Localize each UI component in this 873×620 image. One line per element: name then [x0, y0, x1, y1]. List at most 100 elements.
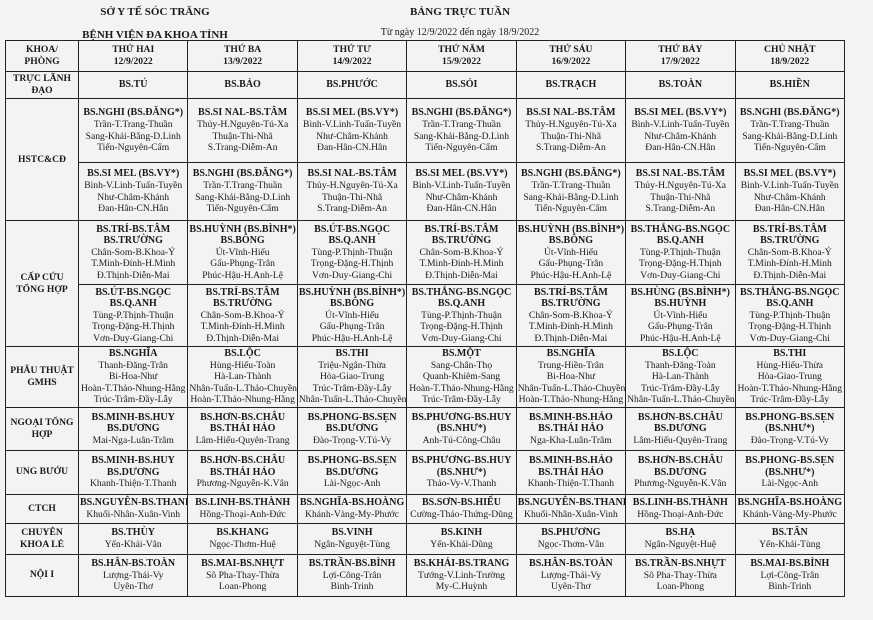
staff-on-duty: Út-Vĩnh-Hiếu: [215, 246, 270, 258]
doctor-on-duty: BS.TRƯỜNG: [212, 298, 273, 310]
doctor-on-duty: BS.Q.ANH: [437, 298, 486, 310]
table-row: UNG BƯỚU BS.MINH-BS.HUY BS.DƯƠNG Khanh-Thiệ…: [5, 449, 846, 495]
duty-cell: BS.THẮNG-BS.NGỌC BS.Q.ANH Tùng-P.Thịnh-Thu…: [406, 284, 517, 347]
doctor-on-duty: BS.TRƯỜNG: [541, 298, 601, 310]
day-date: 14/9/2022: [332, 56, 372, 67]
duty-cell: BS.SI MEL (BS.VY*) Bình-V.Linh-Tuấn-Tuyền…: [77, 162, 189, 221]
duty-cell: BS.MỘT Sang-Chân-Thọ Quanh-Khiêm-Sang Hoàn-…: [406, 346, 517, 408]
staff-on-duty: Bi-Hoa-Như: [109, 371, 158, 383]
doctor-on-duty: BS.SI MEL (BS.VY*): [415, 168, 508, 180]
staff-on-duty: Khanh-Thiện-T.Thanh: [90, 478, 177, 490]
doctor-on-duty: BS.NGHI (BS.ĐĂNG*): [192, 168, 293, 180]
staff-on-duty: Gấu-Phụng-Trân: [647, 321, 713, 333]
table-row: BS.ÚT-BS.NGỌC BS.Q.ANH Tùng-P.Thịnh-Thuận T…: [6, 284, 846, 347]
staff-on-duty: Thuận-Thi-Nhã: [540, 130, 601, 142]
staff-on-duty: T.Minh-Đính-H.Minh: [200, 321, 285, 333]
staff-on-duty: Hoàn-T.Thảo-Nhung-Hằng: [190, 394, 295, 406]
staff-on-duty: Tiến-Nguyên-Cẩm: [97, 142, 170, 154]
duty-cell: BS.PHONG-BS.SẸN (BS.NHƯ*) Lài-Ngọc-Anh: [734, 449, 846, 495]
staff-on-duty: Loan-Phong: [656, 581, 705, 593]
staff-on-duty: Tùng-P.Thịnh-Thuận: [421, 309, 502, 321]
staff-on-duty: Trúc-Trâm-Đầy-Lẫy: [312, 382, 392, 394]
doctor-on-duty: BS.TRÍ-BS.TÂM: [533, 286, 608, 298]
staff-on-duty: Vơn-Duy-Giang-Chi: [421, 332, 502, 344]
staff-on-duty: Hà-Lan-Thành: [651, 371, 709, 383]
doctor-on-duty: BS.PHONG-BS.SẸN: [745, 455, 835, 467]
staff-on-duty: Đào-Trọng-V.Tú-Vy: [750, 434, 829, 446]
staff-on-duty: Bình-Trinh: [330, 581, 374, 593]
doctor-on-duty: BS.BÔNG: [548, 235, 593, 247]
staff-on-duty: Gấu-Phụng-Trân: [319, 321, 385, 333]
staff-on-duty: Mai-Nga-Luân-Trâm: [92, 434, 174, 446]
staff-on-duty: Trúc-Trâm-Đầy-Lẫy: [640, 382, 720, 394]
staff-on-duty: Bình-V.Linh-Tuấn-Tuyền: [740, 179, 839, 191]
staff-on-duty: Tiến-Nguyên-Cẩm: [425, 142, 498, 154]
staff-on-duty: Phương-Nguyễn-K.Vân: [634, 478, 727, 490]
duty-cell: BS.TÚ: [77, 71, 189, 99]
staff-on-duty: Sang-Khải-Bằng-D.Linh: [413, 130, 510, 142]
staff-on-duty: Tùng-P.Thịnh-Thuận: [92, 309, 174, 321]
doctor-on-duty: BS.PHƯỚC: [326, 79, 378, 91]
duty-roster-table: KHOA/PHÒNG THỨ HAI 12/9/2022 THỨ BA 13/9/202…: [5, 40, 846, 597]
doctor-on-duty: BS.SI MEL (BS.VY*): [87, 168, 180, 180]
duty-cell: BS.HẠ Ngân-Nguyệt-Huệ: [625, 522, 736, 555]
duty-cell: BS.TOÀN: [625, 71, 736, 99]
duty-cell: BS.PHƯƠNG-BS.HUY (BS.NHƯ*) Anh-Tú-Công-Châ…: [406, 406, 517, 451]
table-row: CHUYÊN KHOA LẺ BS.THÙY Yến-Khải-Vân BS.KHAN…: [5, 522, 846, 555]
staff-on-duty: Lâm-Hiếu-Quyên-Trang: [633, 434, 728, 446]
doctor-on-duty: BS.BÔNG: [220, 235, 265, 247]
doctor-on-duty: BS.Q.ANH: [656, 235, 704, 247]
staff-on-duty: Chân-Som-B.Khoa-Ý: [91, 246, 176, 258]
staff-on-duty: Trọng-Đặng-H.Thịnh: [748, 321, 832, 333]
duty-cell: BS.TRÍ-BS.TÂM BS.TRƯỜNG Chân-Som-B.Khoa-Ý T…: [77, 220, 189, 285]
day-name: THỨ HAI: [112, 44, 155, 55]
doctor-on-duty: BS.ÚT-BS.NGỌC: [314, 223, 390, 235]
department-label: HSTC&CĐ: [5, 98, 79, 221]
doctor-on-duty: BS.THÁI HẢO: [538, 423, 604, 435]
staff-on-duty: Phúc-Hậu-H.Anh-Lệ: [639, 332, 721, 344]
doctor-on-duty: BS.HƠN-BS.CHÂU: [637, 411, 723, 423]
staff-on-duty: Yến-Khải-Vân: [104, 538, 162, 550]
table-row: HSTC&CĐ BS.NGHI (BS.ĐĂNG*) Trần-T.Trang-Th…: [5, 98, 846, 221]
doctor-on-duty: BS.TRÍ-BS.TÂM: [96, 223, 171, 235]
day-date: 12/9/2022: [113, 56, 153, 67]
staff-on-duty: Thảo-Vy-V.Thanh: [426, 478, 497, 490]
doctor-on-duty: BS.BÔNG: [329, 298, 375, 310]
doctor-on-duty: BS.SI NAL-BS.TÂM: [635, 168, 725, 180]
staff-on-duty: Bình-V.Linh-Tuấn-Tuyền: [412, 179, 511, 191]
doctor-on-duty: (BS.NHƯ*): [765, 423, 815, 435]
staff-on-duty: Nhân-Tuấn-L.Thảo-Chuyền: [189, 382, 297, 394]
document-title: BẢNG TRỰC TUẦN: [409, 6, 511, 18]
staff-on-duty: Cường-Thảo-Thứng-Dũng: [410, 508, 513, 520]
duty-cell: BS.MAI-BS.BÌNH Lợi-Công-Trân Bình-Trinh: [734, 553, 846, 597]
table-row: BS.SI MEL (BS.VY*) Bình-V.Linh-Tuấn-Tuyền…: [6, 162, 846, 221]
staff-on-duty: Bình-Trinh: [768, 581, 812, 593]
duty-cell: BS.NGHĨA-BS.HOÀNG Khánh-Vàng-My-Phước: [296, 493, 408, 524]
doctor-on-duty: BS.HẠ: [665, 527, 696, 539]
doctor-on-duty: BS.KHẢI-BS.TRANG: [413, 558, 510, 570]
duty-cell: BS.HUỲNH (BS.BÌNH*) BS.BÔNG Út-Vĩnh-Hiếu Gấ…: [515, 220, 627, 285]
staff-on-duty: Ngân-Nguyệt-Huệ: [644, 538, 717, 550]
doctor-on-duty: BS.TRẦN-BS.BÌNH: [308, 558, 396, 570]
doctor-on-duty: BS.NGHI (BS.ĐĂNG*): [521, 168, 621, 180]
staff-on-duty: Quanh-Khiêm-Sang: [422, 371, 501, 383]
staff-on-duty: Tùng-P.Thịnh-Thuận: [749, 309, 831, 321]
staff-on-duty: Trúc-Trâm-Đầy-Lẫy: [422, 394, 501, 406]
doctor-on-duty: BS.MINH-BS.HUY: [91, 411, 175, 423]
duty-cell: BS.TÂN Yến-Khải-Tùng: [734, 522, 846, 555]
doctor-on-duty: BS.NGHĨA-BS.HOÀNG: [299, 497, 405, 509]
duty-cell: BS.HÂN-BS.TOÀN Lượng-Thái-Vy Uyên-Thơ: [515, 553, 627, 597]
table-row: NỘI I BS.HÂN-BS.TOÀN Lượng-Thái-Vy Uyên-Thơ…: [5, 553, 846, 597]
staff-on-duty: Ngọc-Thơm-Vân: [537, 538, 605, 550]
staff-on-duty: Phúc-Hậu-H.Anh-Lệ: [202, 269, 283, 281]
duty-cell: BS.HIỀN: [734, 71, 846, 99]
organization-name: SỞ Y TẾ SÓC TRĂNG: [100, 6, 210, 18]
staff-on-duty: S.Trang-Diễm-An: [645, 203, 716, 215]
duty-cell: BS.HUỲNH (BS.BÌNH*) BS.BÔNG Út-Vĩnh-Hiếu Gấ…: [187, 220, 298, 285]
staff-on-duty: Sang-Khải-Bằng-D.Linh: [195, 191, 291, 203]
day-name: THỨ BA: [224, 44, 262, 55]
staff-on-duty: Triệu-Ngân-Thừa: [318, 359, 386, 371]
duty-cell: BS.NGHĨA-BS.HOÀNG Khánh-Vàng-My-Phước: [734, 493, 846, 524]
staff-on-duty: Ngân-Nguyệt-Tùng: [314, 538, 390, 550]
staff-on-duty: Chân-Som-B.Khoa-Ý: [528, 309, 613, 321]
